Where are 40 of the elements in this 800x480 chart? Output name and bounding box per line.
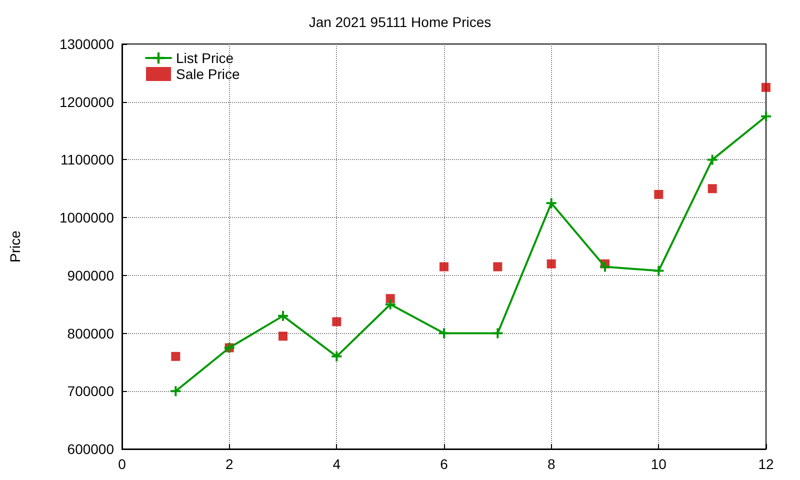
point xyxy=(546,259,556,268)
point xyxy=(762,82,770,92)
point xyxy=(386,294,395,304)
y-tick-label: 700000 xyxy=(67,383,114,400)
x-tick-label: 4 xyxy=(332,456,341,472)
x-tick-label: 10 xyxy=(650,456,667,472)
y-tick-label: 800000 xyxy=(67,325,114,342)
point xyxy=(761,111,771,122)
y-tick-label: 900000 xyxy=(67,267,114,284)
point xyxy=(654,190,664,199)
point xyxy=(440,262,448,272)
point xyxy=(600,262,610,272)
point xyxy=(708,184,717,194)
x-tick-label: 2 xyxy=(225,456,234,472)
point xyxy=(492,328,503,338)
point xyxy=(332,351,342,362)
legend-label: List Price xyxy=(176,50,234,66)
chart-title: Jan 2021 95111 Home Prices xyxy=(308,14,492,30)
y-tick-label: 1000000 xyxy=(59,210,114,226)
y-tick-label: 1100000 xyxy=(60,152,114,168)
x-tick-label: 0 xyxy=(118,456,126,472)
point xyxy=(439,328,449,338)
point xyxy=(278,332,288,341)
y-tick-label: 1300000 xyxy=(59,36,114,52)
point xyxy=(546,198,556,208)
y-tick-label: 1200000 xyxy=(59,94,114,110)
point xyxy=(654,266,664,276)
point xyxy=(707,154,718,165)
point xyxy=(493,262,502,272)
x-tick-label: 12 xyxy=(758,456,774,472)
point xyxy=(170,386,181,396)
point xyxy=(332,317,342,326)
x-tick-label: 8 xyxy=(547,456,556,472)
x-tick-label: 6 xyxy=(440,456,448,472)
point xyxy=(385,299,396,310)
y-tick-label: 600000 xyxy=(67,441,114,457)
legend-label: Sale Price xyxy=(176,66,240,82)
point xyxy=(171,352,180,361)
point xyxy=(278,310,288,321)
y-axis-title: Price xyxy=(7,230,23,262)
